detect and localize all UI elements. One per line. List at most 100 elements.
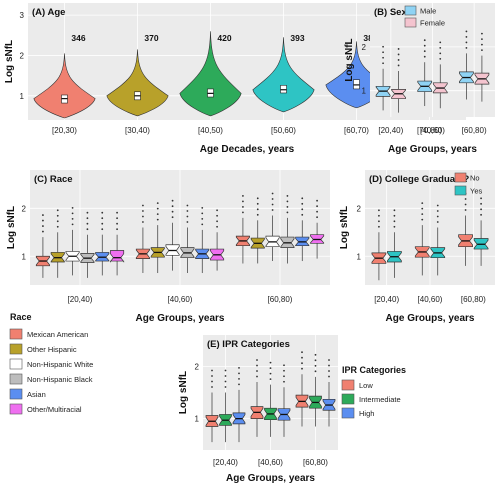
outlier-point xyxy=(378,209,380,212)
outlier-point xyxy=(201,223,204,226)
sample-count: 420 xyxy=(217,33,231,43)
outlier-point xyxy=(86,217,89,220)
outlier-point xyxy=(56,225,59,228)
panel-title: (B) Sex xyxy=(374,7,407,18)
outlier-point xyxy=(421,213,424,216)
outlier-point xyxy=(328,370,330,372)
x-tick-label: [50,60) xyxy=(271,126,296,135)
x-tick-label: [60,70) xyxy=(344,126,369,135)
x-tick-label: [20,40) xyxy=(68,295,93,304)
outlier-point xyxy=(101,211,104,214)
legend-label: Intermediate xyxy=(359,395,401,404)
outlier-point xyxy=(211,375,213,377)
outlier-point xyxy=(211,386,213,388)
outlier-point xyxy=(256,208,259,211)
outlier-point xyxy=(301,197,304,200)
outlier-point xyxy=(116,211,118,214)
outlier-point xyxy=(71,206,74,209)
legend-label: Male xyxy=(420,7,436,16)
outlier-point xyxy=(156,207,159,210)
outlier-point xyxy=(86,228,89,231)
outlier-point xyxy=(201,217,204,220)
panel-title: (C) Race xyxy=(34,174,73,185)
outlier-point xyxy=(256,364,258,367)
outlier-point xyxy=(382,56,384,59)
violin-shape xyxy=(33,53,96,119)
legend-swatch xyxy=(454,185,467,196)
y-axis-label: Log sNfL xyxy=(344,38,355,81)
outlier-point xyxy=(397,59,400,61)
outlier-point xyxy=(211,369,213,372)
x-axis-label: Age Groups, years xyxy=(136,313,225,324)
x-axis-label: Age Groups, years xyxy=(386,313,475,324)
legend-label: Non-Hispanic Black xyxy=(27,375,93,384)
y-tick-label: 2 xyxy=(195,362,200,371)
outlier-point xyxy=(393,220,396,223)
x-tick-label: [70,80) xyxy=(417,126,442,135)
outlier-point xyxy=(71,217,74,220)
outlier-point xyxy=(316,216,318,219)
outlier-point xyxy=(142,215,144,218)
legend-label: Other Hispanic xyxy=(27,345,77,354)
outlier-point xyxy=(216,225,218,228)
outlier-point xyxy=(481,43,483,46)
legend-swatch xyxy=(9,328,23,340)
outlier-point xyxy=(283,364,285,367)
outlier-point xyxy=(283,380,285,383)
outlier-point xyxy=(378,225,380,228)
outlier-point xyxy=(238,366,240,369)
y-axis-label: Log sNfL xyxy=(178,371,189,414)
outlier-point xyxy=(256,375,258,378)
outlier-point xyxy=(378,214,380,217)
violin-shape xyxy=(252,37,315,113)
outlier-point xyxy=(238,377,240,380)
panel-sex: 1 2 [20,40) [40,60) [60,80) (B) Sex Age Groups… xyxy=(344,3,495,155)
outlier-point xyxy=(171,216,174,219)
outlier-point xyxy=(397,64,400,67)
outlier-point xyxy=(71,223,74,226)
outlier-point xyxy=(256,197,259,200)
y-axis-label: Log sNfL xyxy=(4,40,15,83)
outlier-point xyxy=(481,32,483,35)
outlier-point xyxy=(156,202,159,205)
y-axis-label: Log sNfL xyxy=(339,206,350,249)
outlier-point xyxy=(186,221,189,223)
outlier-point xyxy=(465,30,468,33)
legend-swatch xyxy=(341,379,355,391)
outlier-point xyxy=(256,202,259,205)
violin-inner-box xyxy=(353,79,360,90)
outlier-point xyxy=(269,372,272,375)
legend-label: Yes xyxy=(470,187,482,196)
outlier-point xyxy=(480,208,482,211)
outlier-point xyxy=(301,367,303,370)
outlier-point xyxy=(186,215,189,218)
panel-college-graduate: 1 2 [20,40) [40,60) [60,80) (D) College Gradu… xyxy=(339,170,495,324)
outlier-point xyxy=(142,221,144,223)
outlier-point xyxy=(271,198,274,200)
x-tick-label: [40,60) xyxy=(418,295,443,304)
outlier-point xyxy=(481,38,483,41)
legend-swatch xyxy=(341,407,355,419)
outlier-point xyxy=(101,217,104,220)
sample-count: 370 xyxy=(144,33,158,43)
outlier-point xyxy=(71,212,74,215)
outlier-point xyxy=(439,41,442,44)
y-tick-label: 3 xyxy=(20,11,25,20)
outlier-point xyxy=(269,361,272,364)
x-tick-label: [20,30) xyxy=(52,126,77,135)
outlier-point xyxy=(328,364,330,367)
legend-swatch xyxy=(341,393,355,405)
outlier-point xyxy=(156,218,159,221)
panel-title: (E) IPR Categories xyxy=(207,339,290,350)
legend-swatch xyxy=(9,343,23,355)
violin-shape xyxy=(106,49,169,117)
outlier-point xyxy=(171,210,174,213)
outlier-point xyxy=(464,209,467,211)
outlier-point xyxy=(439,52,442,55)
outlier-point xyxy=(216,214,218,217)
legend-swatch xyxy=(9,358,23,370)
outlier-point xyxy=(101,228,104,231)
outlier-point xyxy=(256,370,258,372)
outlier-point xyxy=(256,213,259,216)
